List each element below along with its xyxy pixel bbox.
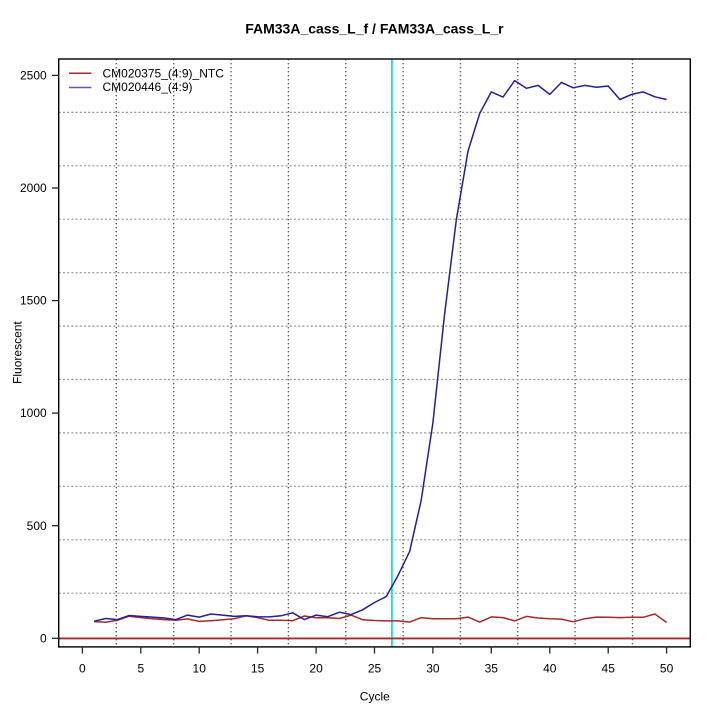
svg-text:45: 45 bbox=[602, 661, 616, 675]
svg-text:500: 500 bbox=[27, 519, 47, 533]
svg-text:1500: 1500 bbox=[20, 294, 47, 308]
svg-text:Fluorescent: Fluorescent bbox=[11, 321, 25, 384]
svg-text:20: 20 bbox=[309, 661, 323, 675]
svg-text:FAM33A_cass_L_f / FAM33A_cass_: FAM33A_cass_L_f / FAM33A_cass_L_r bbox=[245, 20, 504, 36]
svg-text:Cycle: Cycle bbox=[360, 690, 390, 704]
svg-text:2500: 2500 bbox=[20, 69, 47, 83]
svg-text:50: 50 bbox=[660, 661, 674, 675]
svg-text:35: 35 bbox=[485, 661, 499, 675]
svg-text:1000: 1000 bbox=[20, 406, 47, 420]
svg-text:CM020446_(4:9): CM020446_(4:9) bbox=[103, 80, 193, 94]
svg-text:0: 0 bbox=[40, 631, 47, 645]
svg-text:2000: 2000 bbox=[20, 181, 47, 195]
svg-text:10: 10 bbox=[193, 661, 207, 675]
svg-text:40: 40 bbox=[543, 661, 557, 675]
svg-text:CM020375_(4:9)_NTC: CM020375_(4:9)_NTC bbox=[103, 67, 225, 81]
svg-text:25: 25 bbox=[368, 661, 382, 675]
svg-text:5: 5 bbox=[137, 661, 144, 675]
svg-text:15: 15 bbox=[251, 661, 265, 675]
svg-text:30: 30 bbox=[426, 661, 440, 675]
svg-text:0: 0 bbox=[79, 661, 86, 675]
